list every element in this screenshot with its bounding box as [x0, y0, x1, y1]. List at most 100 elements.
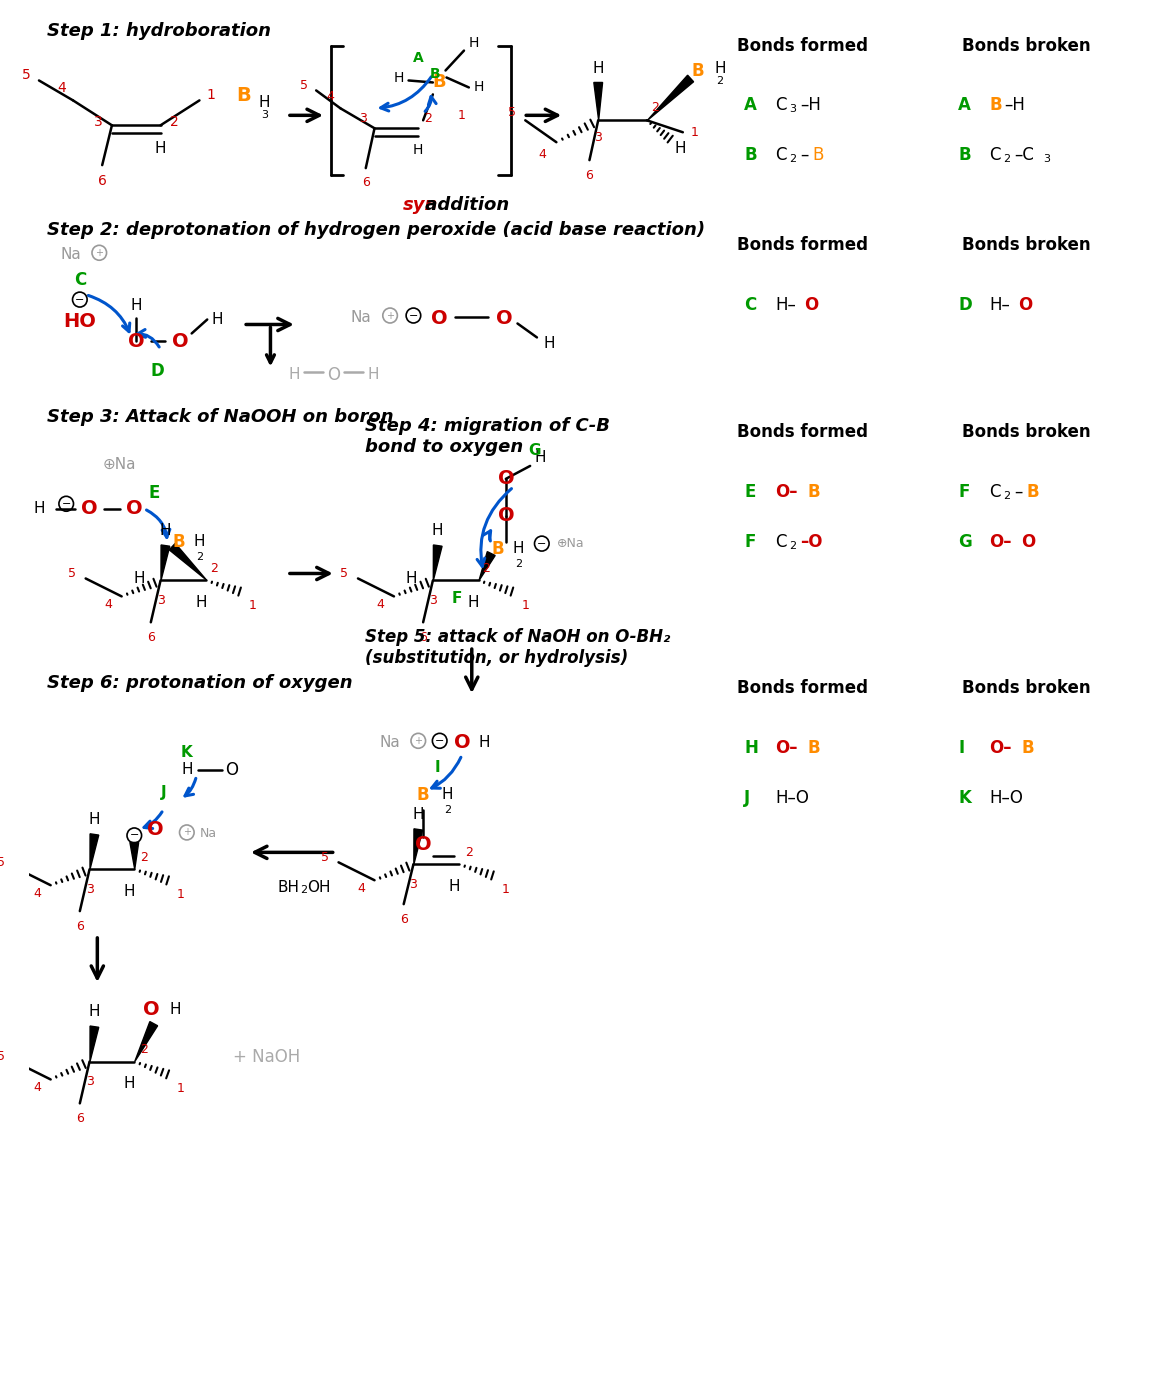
- Text: K: K: [958, 788, 971, 806]
- Text: 4: 4: [33, 1081, 41, 1094]
- Text: 5: 5: [68, 566, 76, 580]
- Text: H: H: [432, 523, 444, 539]
- Text: 6: 6: [585, 168, 593, 182]
- Polygon shape: [593, 82, 603, 121]
- Polygon shape: [413, 829, 423, 865]
- Text: H: H: [160, 523, 172, 539]
- Text: B: B: [173, 533, 186, 551]
- Text: O: O: [82, 500, 98, 518]
- Text: H: H: [544, 336, 555, 351]
- Text: Bonds formed: Bonds formed: [737, 423, 868, 441]
- Polygon shape: [479, 551, 495, 580]
- Text: Step 4: migration of C-B
bond to oxygen: Step 4: migration of C-B bond to oxygen: [364, 418, 610, 455]
- Text: H: H: [124, 1076, 135, 1091]
- Text: J: J: [161, 786, 166, 799]
- Text: O: O: [147, 820, 164, 838]
- Text: C: C: [74, 271, 86, 289]
- Text: B: B: [433, 74, 446, 92]
- Text: B: B: [1021, 738, 1034, 756]
- Text: 2: 2: [444, 805, 451, 815]
- Text: 6: 6: [147, 630, 155, 644]
- Text: +: +: [387, 311, 394, 321]
- Text: H: H: [468, 595, 480, 609]
- Text: −: −: [409, 311, 418, 321]
- Polygon shape: [161, 545, 169, 580]
- Text: H: H: [33, 501, 44, 516]
- Text: O–: O–: [776, 483, 798, 501]
- Text: Step 3: Attack of NaOOH on boron: Step 3: Attack of NaOOH on boron: [47, 408, 394, 426]
- Text: H: H: [442, 787, 453, 802]
- Text: H: H: [194, 534, 206, 550]
- Text: F: F: [744, 533, 756, 551]
- Text: H: H: [89, 812, 100, 827]
- Text: –H: –H: [1003, 96, 1024, 114]
- Text: H: H: [744, 738, 758, 756]
- Text: H: H: [89, 1005, 100, 1019]
- Text: 2: 2: [300, 886, 307, 895]
- Text: ⊕Na: ⊕Na: [557, 537, 585, 550]
- Text: 1: 1: [249, 598, 257, 612]
- Text: B: B: [430, 68, 440, 82]
- Text: O: O: [805, 296, 819, 314]
- Text: –H: –H: [800, 96, 821, 114]
- Text: Bonds formed: Bonds formed: [737, 36, 868, 54]
- Text: B: B: [492, 540, 505, 558]
- Text: C: C: [989, 146, 1001, 164]
- Text: G: G: [529, 444, 541, 458]
- Polygon shape: [433, 545, 442, 580]
- Text: 3: 3: [93, 115, 103, 129]
- Text: 2: 2: [482, 562, 491, 575]
- Text: H: H: [259, 94, 270, 110]
- Text: +: +: [183, 827, 190, 837]
- Text: E: E: [148, 484, 159, 502]
- Text: 2: 2: [424, 112, 432, 125]
- Text: A: A: [744, 96, 757, 114]
- Text: C: C: [744, 296, 757, 314]
- Text: −: −: [62, 498, 71, 509]
- Text: –: –: [1015, 483, 1023, 501]
- Text: H: H: [133, 570, 145, 586]
- Text: 4: 4: [538, 147, 547, 161]
- Text: 4: 4: [33, 887, 41, 899]
- Text: 3: 3: [410, 877, 417, 891]
- Text: H: H: [131, 298, 142, 314]
- Polygon shape: [90, 834, 99, 869]
- Text: 3: 3: [262, 110, 269, 121]
- Text: O: O: [225, 761, 238, 779]
- Text: 2: 2: [196, 551, 203, 562]
- Text: B: B: [236, 86, 251, 105]
- Text: 6: 6: [362, 175, 370, 189]
- Text: +: +: [415, 736, 423, 745]
- Text: 2: 2: [140, 851, 148, 863]
- Text: addition: addition: [419, 196, 509, 214]
- Text: B: B: [812, 146, 823, 164]
- Text: 3: 3: [359, 112, 367, 125]
- Text: 2: 2: [465, 845, 473, 859]
- Text: Bonds broken: Bonds broken: [961, 236, 1091, 254]
- Text: H: H: [534, 451, 545, 465]
- Text: 5: 5: [22, 68, 30, 82]
- Text: F: F: [958, 483, 969, 501]
- Text: 5: 5: [321, 851, 329, 863]
- Text: −: −: [434, 736, 444, 745]
- Text: –: –: [800, 146, 809, 164]
- Text: O: O: [495, 310, 513, 328]
- Text: H: H: [674, 140, 686, 155]
- Text: H–O: H–O: [776, 788, 809, 806]
- Text: Bonds formed: Bonds formed: [737, 236, 868, 254]
- Text: C: C: [776, 533, 787, 551]
- Text: O: O: [498, 469, 514, 489]
- Text: H: H: [181, 762, 193, 777]
- Text: Bonds formed: Bonds formed: [737, 679, 868, 697]
- Text: O–: O–: [776, 738, 798, 756]
- Text: −: −: [537, 539, 547, 548]
- Text: HO: HO: [63, 312, 96, 330]
- Text: 6: 6: [98, 174, 106, 187]
- Text: 5: 5: [508, 105, 515, 119]
- Text: 6: 6: [76, 1112, 84, 1124]
- Text: Step 6: protonation of oxygen: Step 6: protonation of oxygen: [47, 675, 353, 693]
- Text: Bonds broken: Bonds broken: [961, 679, 1091, 697]
- Text: O: O: [126, 500, 142, 518]
- Text: I: I: [434, 761, 440, 776]
- Text: 1: 1: [207, 89, 216, 103]
